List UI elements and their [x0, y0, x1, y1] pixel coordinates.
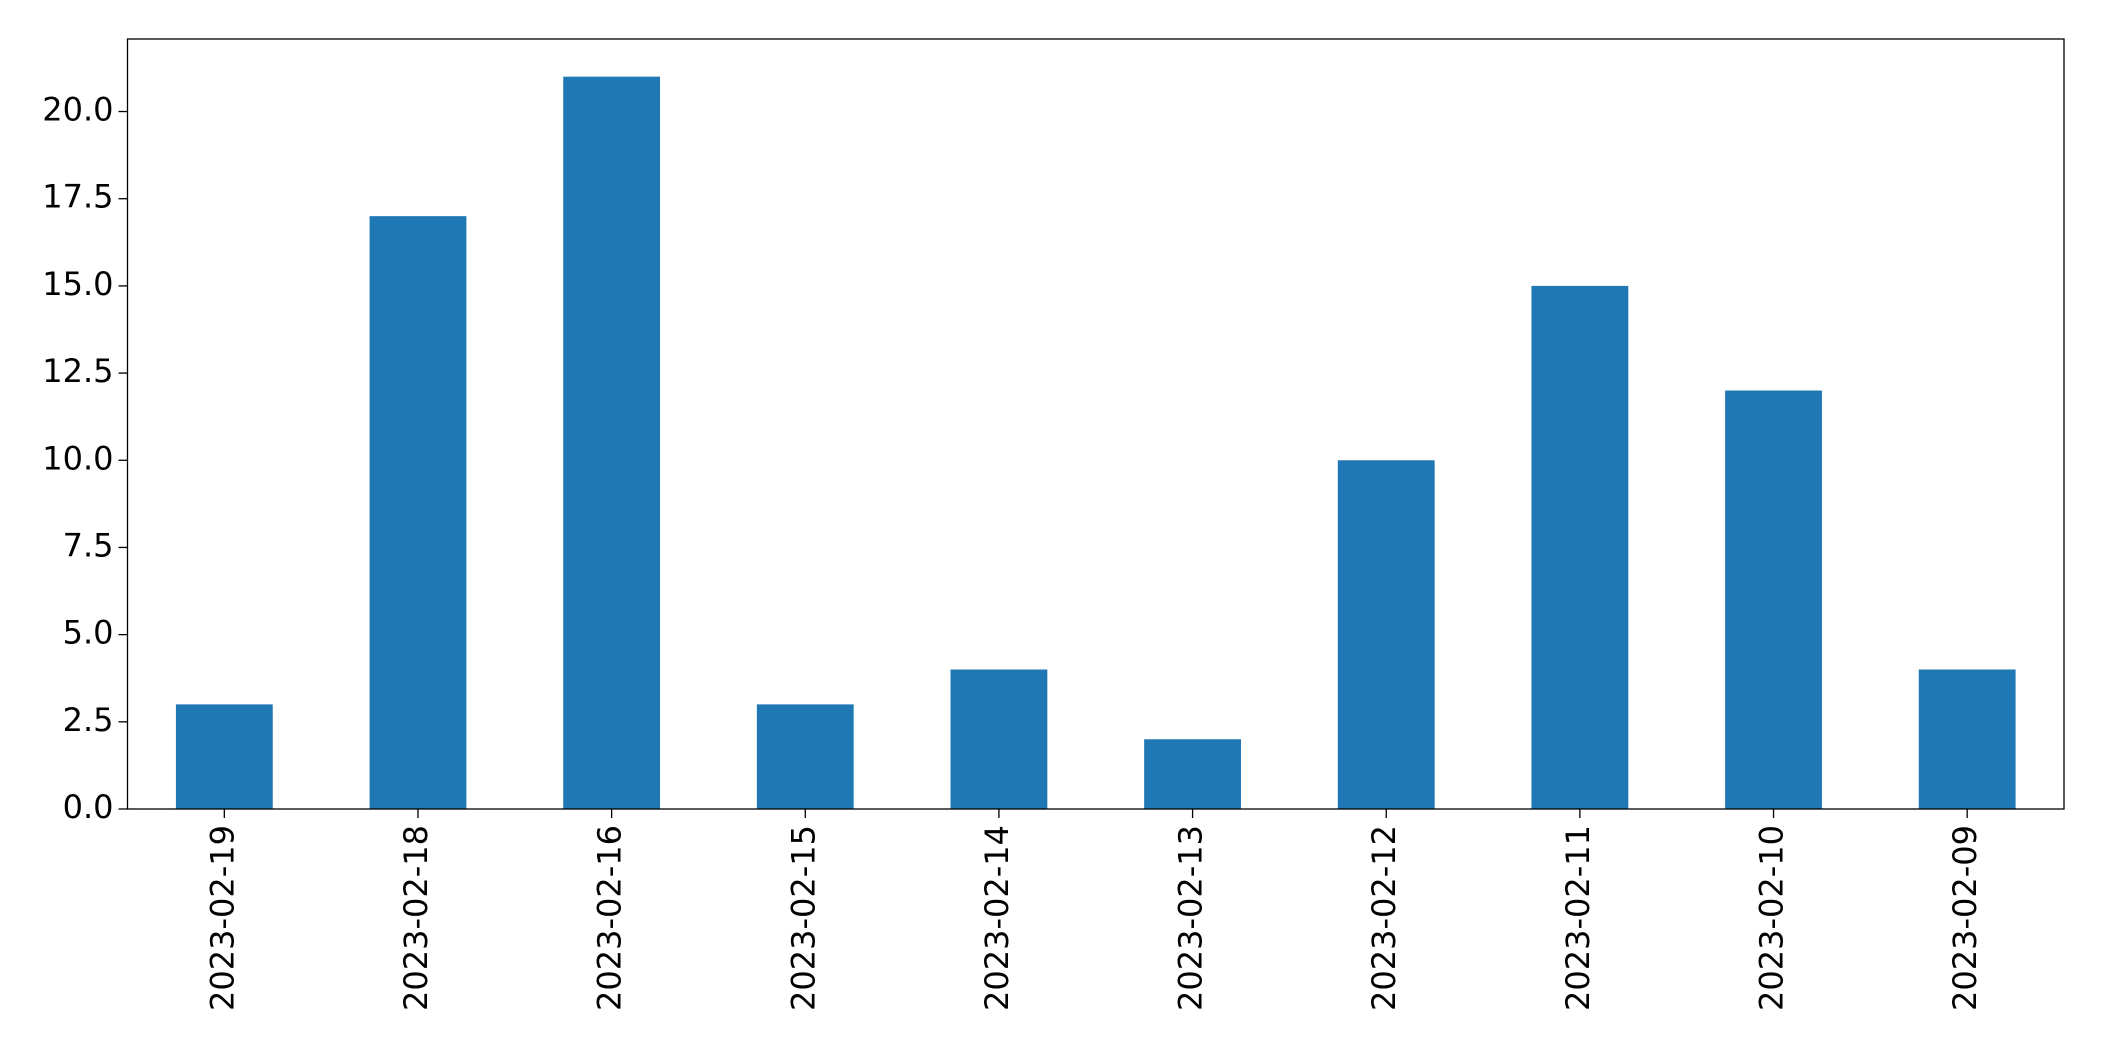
bar — [1531, 285, 1629, 809]
x-tick-label: 2023-02-10 — [1753, 825, 1791, 1011]
x-tick-label: 2023-02-19 — [203, 825, 241, 1011]
x-tick-label: 2023-02-15 — [784, 825, 822, 1011]
y-tick-label: 5.0 — [63, 614, 114, 652]
bar — [950, 669, 1048, 809]
y-tick-label: 7.5 — [63, 526, 114, 564]
y-tick-label: 0.0 — [63, 788, 114, 826]
y-tick-label: 20.0 — [42, 91, 113, 129]
bar — [756, 704, 854, 809]
x-tick-label: 2023-02-12 — [1365, 825, 1403, 1011]
x-tick-label: 2023-02-11 — [1559, 825, 1597, 1011]
bar — [1725, 390, 1822, 809]
y-tick-label: 12.5 — [42, 352, 113, 390]
bar — [369, 216, 467, 810]
x-tick-label: 2023-02-18 — [397, 825, 435, 1011]
x-tick-label: 2023-02-09 — [1946, 825, 1984, 1011]
x-tick-label: 2023-02-14 — [978, 825, 1016, 1011]
x-tick-label: 2023-02-16 — [591, 825, 629, 1011]
y-tick-label: 2.5 — [63, 701, 114, 739]
bar — [175, 704, 273, 809]
y-tick-label: 10.0 — [42, 439, 113, 477]
bar — [1918, 669, 2016, 809]
y-tick-label: 15.0 — [42, 265, 113, 303]
bar — [1337, 460, 1435, 809]
bar — [563, 76, 661, 810]
x-tick-label: 2023-02-13 — [1172, 825, 1210, 1011]
plot-frame — [126, 38, 2065, 810]
y-tick-label: 17.5 — [42, 178, 113, 216]
bar — [1144, 739, 1241, 809]
